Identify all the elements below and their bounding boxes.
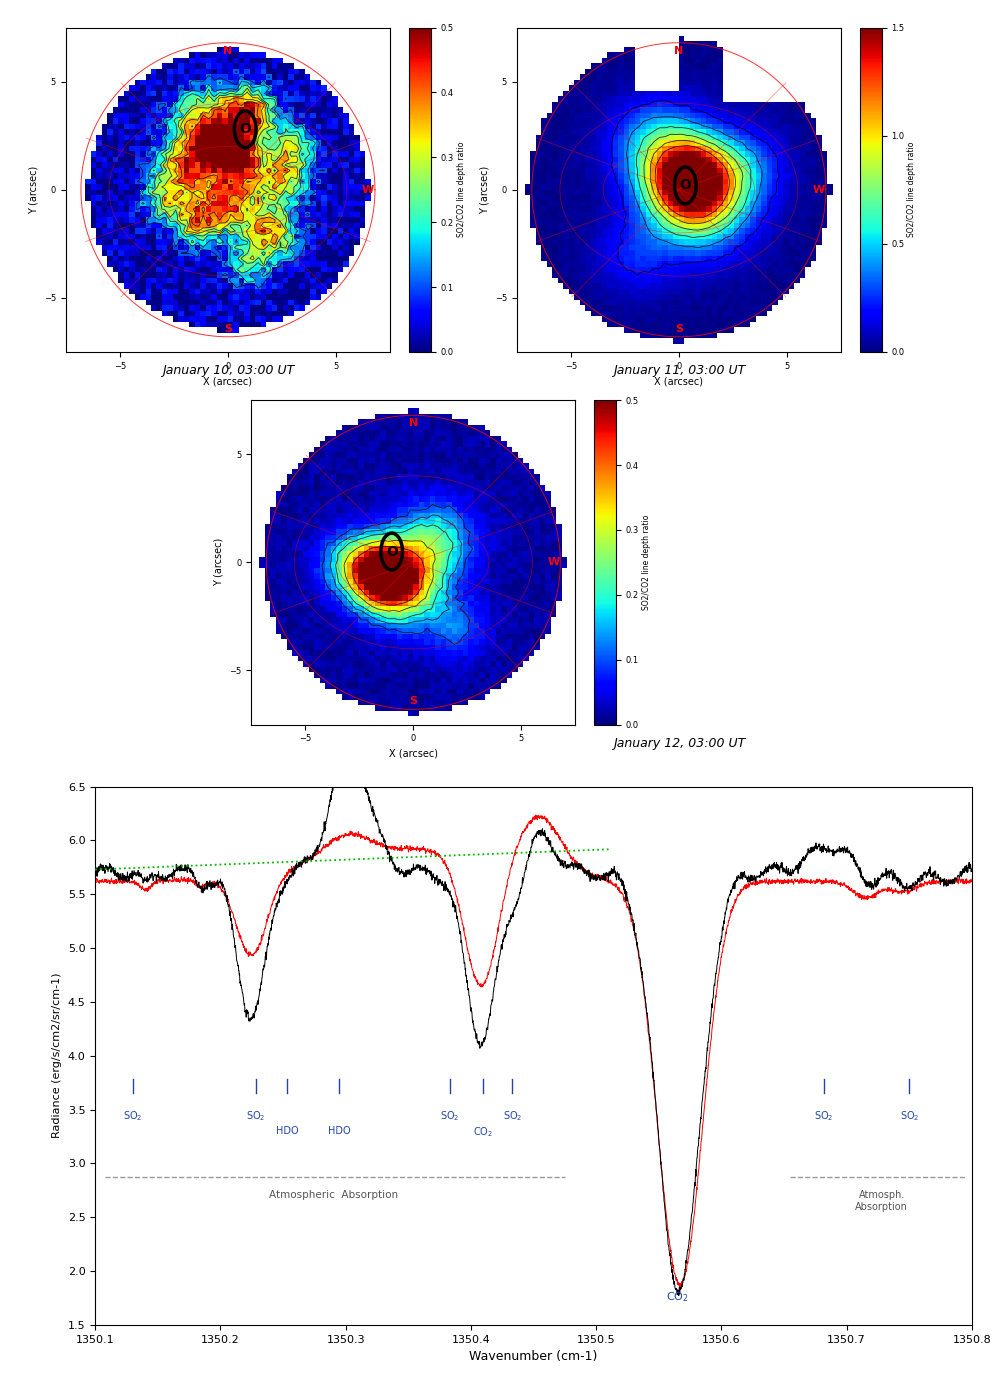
Text: W: W xyxy=(547,558,560,567)
Text: O: O xyxy=(239,123,252,137)
Text: SO$_2$: SO$_2$ xyxy=(123,1110,142,1123)
Text: January 10, 03:00 UT: January 10, 03:00 UT xyxy=(162,364,295,377)
Text: W: W xyxy=(813,185,826,195)
X-axis label: X (arcsec): X (arcsec) xyxy=(203,377,253,386)
X-axis label: Wavenumber (cm-1): Wavenumber (cm-1) xyxy=(469,1350,598,1363)
Text: January 11, 03:00 UT: January 11, 03:00 UT xyxy=(613,364,745,377)
X-axis label: X (arcsec): X (arcsec) xyxy=(389,749,438,759)
Text: S: S xyxy=(675,324,682,334)
Text: O: O xyxy=(386,545,398,559)
X-axis label: X (arcsec): X (arcsec) xyxy=(654,377,703,386)
Text: S: S xyxy=(224,324,231,334)
Text: O: O xyxy=(679,178,691,192)
Text: Atmospheric  Absorption: Atmospheric Absorption xyxy=(269,1190,398,1201)
Text: CO$_2$: CO$_2$ xyxy=(473,1126,494,1140)
Y-axis label: Radiance (erg/s/cm2/sr/cm-1): Radiance (erg/s/cm2/sr/cm-1) xyxy=(52,973,62,1138)
Text: SO$_2$: SO$_2$ xyxy=(900,1110,919,1123)
Text: HDO: HDO xyxy=(276,1126,299,1136)
Text: N: N xyxy=(223,46,232,55)
Y-axis label: SO2/CO2 line depth ratio: SO2/CO2 line depth ratio xyxy=(908,142,917,237)
Text: Atmosph.
Absorption: Atmosph. Absorption xyxy=(856,1190,908,1212)
Y-axis label: Y (arcsec): Y (arcsec) xyxy=(28,166,38,214)
Text: HDO: HDO xyxy=(328,1126,351,1136)
Text: SO$_2$: SO$_2$ xyxy=(440,1110,459,1123)
Y-axis label: SO2/CO2 line depth ratio: SO2/CO2 line depth ratio xyxy=(642,515,651,610)
Text: W: W xyxy=(362,185,375,195)
Text: SO$_2$: SO$_2$ xyxy=(503,1110,522,1123)
Text: January 12, 03:00 UT: January 12, 03:00 UT xyxy=(613,737,745,749)
Text: SO$_2$: SO$_2$ xyxy=(245,1110,266,1123)
Text: CO$_2$: CO$_2$ xyxy=(666,1290,689,1304)
Y-axis label: Y (arcsec): Y (arcsec) xyxy=(479,166,489,214)
Text: N: N xyxy=(409,418,418,428)
Text: N: N xyxy=(674,46,683,55)
Text: SO$_2$: SO$_2$ xyxy=(815,1110,834,1123)
Text: S: S xyxy=(410,697,417,707)
Y-axis label: SO2/CO2 line depth ratio: SO2/CO2 line depth ratio xyxy=(457,142,466,237)
Y-axis label: Y (arcsec): Y (arcsec) xyxy=(213,538,223,586)
